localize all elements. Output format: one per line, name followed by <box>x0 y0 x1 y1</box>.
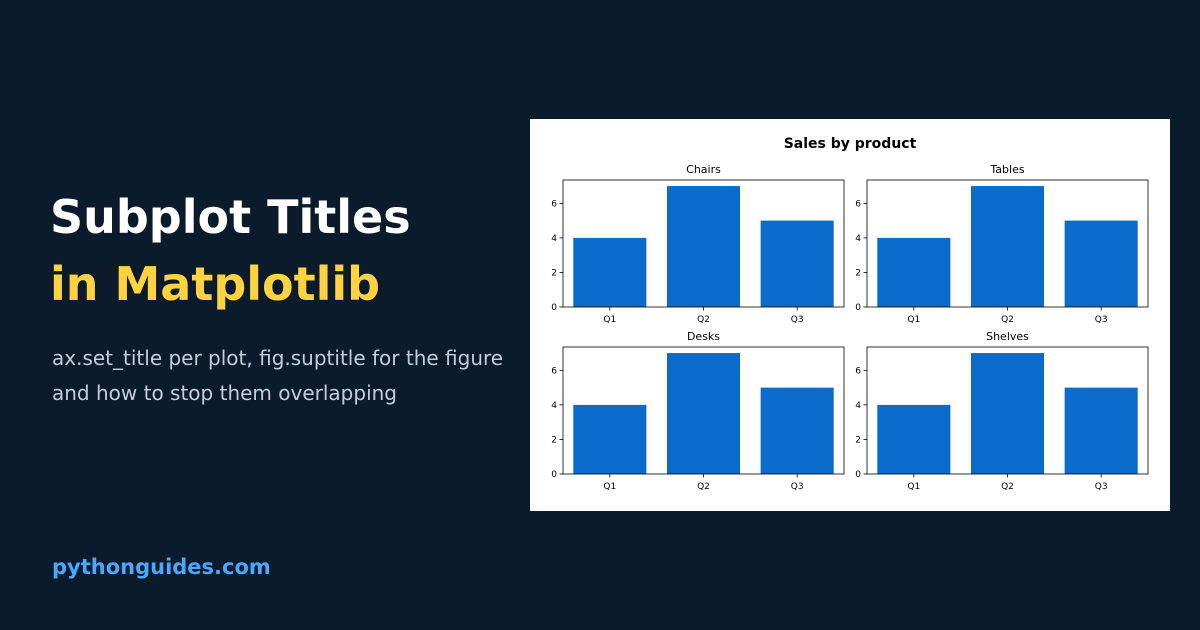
y-tick-label: 2 <box>855 268 861 278</box>
x-tick-label: Q3 <box>1095 315 1108 325</box>
subplot-title: Tables <box>989 163 1024 176</box>
y-tick-label: 4 <box>855 401 861 411</box>
x-tick-label: Q3 <box>791 315 804 325</box>
y-tick-label: 0 <box>855 470 861 480</box>
axes-frame <box>866 179 1149 308</box>
y-tick-label: 4 <box>855 234 861 244</box>
headline: Subplot Titles <box>50 190 411 244</box>
bar <box>573 404 647 474</box>
x-tick-label: Q3 <box>1095 482 1108 492</box>
y-tick-label: 0 <box>551 470 557 480</box>
y-tick-label: 0 <box>855 303 861 313</box>
figure-title: Sales by product <box>784 136 917 152</box>
site-link[interactable]: pythonguides.com <box>52 555 271 579</box>
y-tick-label: 6 <box>855 366 861 376</box>
bar <box>877 404 951 474</box>
subtitle: and how to stop them overlapping <box>52 381 397 405</box>
y-tick-label: 6 <box>551 199 557 209</box>
x-tick-label: Q1 <box>907 482 920 492</box>
subplot-title: Chairs <box>686 163 721 176</box>
subtitle: ax.set_title per plot, fig.suptitle for … <box>52 346 503 370</box>
bar <box>573 237 647 307</box>
subplot-title: Shelves <box>986 330 1029 343</box>
y-tick-label: 0 <box>551 303 557 313</box>
axes-frame <box>562 346 845 475</box>
y-tick-label: 2 <box>855 435 861 445</box>
axes-frame <box>562 179 845 308</box>
y-tick-label: 6 <box>551 366 557 376</box>
x-tick-label: Q1 <box>603 315 616 325</box>
subplot-title: Desks <box>687 330 720 343</box>
x-tick-label: Q1 <box>907 315 920 325</box>
x-tick-label: Q2 <box>1001 315 1014 325</box>
y-tick-label: 4 <box>551 401 557 411</box>
bar <box>760 220 834 307</box>
bar <box>877 237 951 307</box>
x-tick-label: Q2 <box>697 315 710 325</box>
headline-accent: in Matplotlib <box>50 257 380 311</box>
bar <box>666 186 741 307</box>
bar <box>1064 387 1138 474</box>
bar <box>970 186 1045 307</box>
bar <box>970 353 1045 474</box>
axes-frame <box>866 346 1149 475</box>
y-tick-label: 4 <box>551 234 557 244</box>
x-tick-label: Q1 <box>603 482 616 492</box>
bar <box>1064 220 1138 307</box>
subplots: Chairs 0 2 4 6 Q1 Q2 Q3 Tables 0 2 4 6 Q1 Q2 Q3 Desks 0 2 4… <box>551 163 1149 492</box>
y-tick-label: 2 <box>551 268 557 278</box>
x-tick-label: Q3 <box>791 482 804 492</box>
x-tick-label: Q2 <box>697 482 710 492</box>
y-tick-label: 6 <box>855 199 861 209</box>
y-tick-label: 2 <box>551 435 557 445</box>
bar <box>666 353 741 474</box>
x-tick-label: Q2 <box>1001 482 1014 492</box>
bar <box>760 387 834 474</box>
